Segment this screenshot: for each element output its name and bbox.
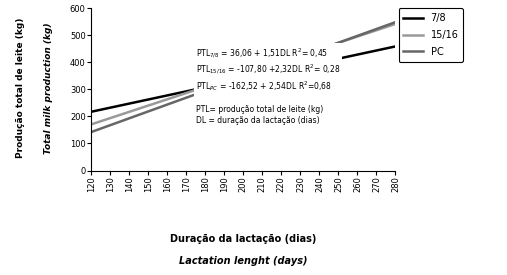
- 15/16: [88, 123, 94, 126]
- 15/16: [364, 32, 370, 35]
- Line: 15/16: 15/16: [91, 24, 395, 124]
- Legend: 7/8, 15/16, PC: 7/8, 15/16, PC: [399, 8, 463, 62]
- 7/8: [345, 55, 351, 58]
- PC: [274, 63, 280, 67]
- Text: Produção total de leite (kg): Produção total de leite (kg): [16, 18, 25, 158]
- Text: Duração da lactação (dias): Duração da lactação (dias): [170, 234, 316, 244]
- 15/16: [269, 63, 275, 66]
- 7/8: [364, 51, 370, 54]
- Text: Total milk production (kg): Total milk production (kg): [44, 22, 53, 154]
- 7/8: [392, 45, 399, 48]
- 7/8: [268, 72, 274, 75]
- PC: [269, 65, 275, 68]
- Line: PC: PC: [91, 22, 395, 132]
- 7/8: [269, 71, 275, 75]
- Text: PTL$_{7/8}$ = 36,06 + 1,51DL R$^{2}$= 0,45
PTL$_{15/16}$ = -107,80 +2,32DL R$^{2: PTL$_{7/8}$ = 36,06 + 1,51DL R$^{2}$= 0,…: [196, 47, 340, 125]
- 15/16: [268, 63, 274, 67]
- PC: [89, 130, 95, 133]
- 7/8: [89, 110, 95, 113]
- Line: 7/8: 7/8: [91, 46, 395, 112]
- PC: [364, 31, 370, 34]
- PC: [268, 65, 274, 69]
- PC: [345, 38, 351, 41]
- Text: Lactation lenght (days): Lactation lenght (days): [179, 256, 308, 266]
- 15/16: [392, 22, 399, 26]
- 15/16: [89, 122, 95, 126]
- 15/16: [345, 38, 351, 42]
- 7/8: [274, 70, 280, 73]
- 15/16: [274, 61, 280, 65]
- 7/8: [88, 110, 94, 113]
- PC: [392, 20, 399, 24]
- PC: [88, 130, 94, 134]
